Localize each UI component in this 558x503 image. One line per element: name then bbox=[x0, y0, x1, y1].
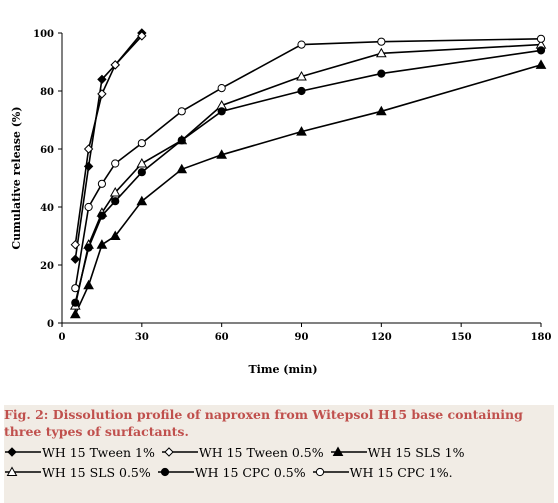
x-tick-label: 180 bbox=[531, 332, 552, 343]
legend-label: WH 15 CPC 1%. bbox=[349, 464, 453, 480]
data-point bbox=[535, 59, 547, 69]
legend-item: WH 15 Tween 1% bbox=[4, 445, 155, 460]
y-tick-label: 40 bbox=[40, 203, 54, 214]
data-point bbox=[109, 186, 121, 197]
legend-swatch bbox=[330, 446, 367, 456]
data-point bbox=[69, 308, 81, 319]
data-point bbox=[297, 40, 306, 49]
y-tick-label: 100 bbox=[33, 29, 54, 40]
legend-swatch-marker bbox=[7, 447, 17, 457]
data-point bbox=[297, 86, 306, 96]
data-point bbox=[375, 47, 387, 58]
data-point bbox=[137, 139, 146, 148]
x-tick-label: 30 bbox=[135, 332, 149, 343]
y-tick-label: 20 bbox=[40, 261, 54, 272]
dissolution-chart: 0 20 40 60 80 100 0 30 60 90 120 150 180 Cumulative … bbox=[10, 28, 551, 376]
data-point bbox=[536, 34, 546, 43]
series-3 bbox=[69, 59, 547, 319]
data-point bbox=[84, 243, 93, 252]
y-tick-label: 60 bbox=[40, 145, 54, 156]
data-point bbox=[70, 254, 81, 264]
x-tick-label: 120 bbox=[371, 332, 392, 343]
data-point bbox=[111, 159, 120, 168]
legend-swatch bbox=[161, 447, 198, 457]
legend-label: WH 15 SLS 0.5% bbox=[42, 464, 151, 480]
data-point bbox=[296, 70, 307, 81]
legend-label: WH 15 CPC 0.5% bbox=[194, 464, 306, 480]
legend-item: WH 15 CPC 0.5% bbox=[157, 465, 306, 480]
series-line bbox=[74, 43, 542, 306]
legend-row: WH 15 Tween 1% WH 15 Tween 0.5% WH 15 SLS … bbox=[4, 442, 554, 462]
data-point bbox=[176, 163, 188, 174]
legend-swatch bbox=[312, 467, 349, 477]
data-point bbox=[84, 202, 93, 212]
data-point bbox=[83, 144, 94, 154]
data-point bbox=[110, 60, 120, 70]
legend-swatch bbox=[157, 467, 194, 477]
data-point bbox=[216, 149, 228, 159]
legend-item: WH 15 SLS 1% bbox=[330, 444, 465, 460]
legend-item: WH 15 SLS 0.5% bbox=[4, 465, 151, 480]
series-line bbox=[74, 64, 542, 315]
legend-swatch-marker bbox=[6, 466, 18, 476]
data-point bbox=[177, 136, 186, 145]
y-axis-title: Cumulative release (%) bbox=[10, 106, 23, 249]
legend-label: WH 15 Tween 0.5% bbox=[198, 444, 324, 460]
data-point bbox=[97, 89, 107, 99]
legend-swatch-marker bbox=[315, 467, 324, 477]
data-point bbox=[97, 74, 107, 85]
data-point bbox=[217, 84, 226, 93]
y-tick-label: 0 bbox=[47, 319, 54, 330]
data-point bbox=[137, 31, 147, 41]
x-tick-label: 90 bbox=[295, 332, 309, 343]
data-point bbox=[70, 239, 81, 250]
chart-axes: 0 20 40 60 80 100 0 30 60 90 120 150 180 bbox=[33, 29, 551, 343]
data-point bbox=[96, 239, 108, 249]
data-point bbox=[71, 298, 80, 307]
legend-swatch bbox=[5, 447, 41, 457]
data-point bbox=[375, 105, 387, 116]
data-point bbox=[111, 197, 120, 206]
chart-series-layer bbox=[69, 28, 547, 319]
data-point bbox=[377, 37, 386, 46]
legend-swatch bbox=[5, 466, 41, 476]
legend-swatch-marker bbox=[164, 447, 174, 457]
legend-label: WH 15 SLS 1% bbox=[367, 444, 465, 460]
legend-swatch-marker bbox=[332, 446, 343, 456]
data-point bbox=[296, 126, 307, 136]
data-point bbox=[136, 195, 148, 206]
data-point bbox=[97, 211, 107, 220]
figure-caption: Fig. 2: Dissolution profile of naproxen … bbox=[4, 405, 554, 503]
data-point bbox=[377, 69, 386, 78]
x-tick-label: 60 bbox=[215, 332, 229, 343]
series-line bbox=[74, 38, 542, 289]
legend-item: WH 15 Tween 0.5% bbox=[161, 445, 324, 460]
x-axis-title: Time (min) bbox=[248, 363, 317, 376]
legend-row: WH 15 SLS 0.5% WH 15 CPC 0.5% WH 15 CPC 1%… bbox=[4, 462, 554, 482]
series-2 bbox=[70, 31, 147, 250]
data-point bbox=[109, 230, 121, 240]
x-tick-label: 0 bbox=[59, 332, 66, 343]
caption-text: Fig. 2: Dissolution profile of naproxen … bbox=[4, 407, 523, 439]
series-5 bbox=[71, 46, 546, 307]
legend-item: WH 15 CPC 1%. bbox=[312, 465, 453, 480]
x-tick-label: 150 bbox=[451, 332, 472, 343]
legend-label: WH 15 Tween 1% bbox=[42, 444, 155, 460]
chart-legend: WH 15 Tween 1% WH 15 Tween 0.5% WH 15 SLS … bbox=[4, 442, 554, 482]
series-line bbox=[74, 49, 542, 303]
data-point bbox=[217, 107, 226, 116]
data-point bbox=[83, 279, 94, 290]
data-point bbox=[71, 284, 80, 293]
series-6 bbox=[71, 34, 546, 293]
data-point bbox=[536, 46, 546, 55]
series-1 bbox=[70, 28, 147, 264]
data-point bbox=[97, 179, 107, 188]
legend-swatch-marker bbox=[160, 467, 169, 477]
data-point bbox=[137, 168, 146, 177]
data-point bbox=[177, 107, 186, 116]
y-tick-label: 80 bbox=[40, 87, 54, 98]
data-point bbox=[136, 157, 148, 168]
